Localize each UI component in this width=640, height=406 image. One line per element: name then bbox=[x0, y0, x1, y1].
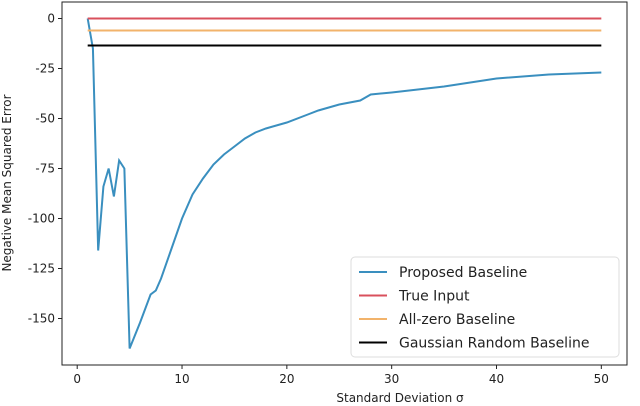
legend-label: True Input bbox=[398, 289, 470, 305]
y-tick-label: -25 bbox=[35, 62, 55, 76]
legend-label: Proposed Baseline bbox=[399, 265, 527, 281]
x-tick-label: 40 bbox=[489, 372, 504, 386]
x-tick-label: 10 bbox=[174, 372, 189, 386]
y-tick-label: -75 bbox=[35, 162, 55, 176]
x-axis-label: Standard Deviation σ bbox=[336, 391, 464, 405]
legend-box bbox=[350, 256, 620, 358]
y-tick-label: 0 bbox=[47, 12, 55, 26]
y-axis-label: Negative Mean Squared Error bbox=[0, 94, 14, 271]
legend-label: Gaussian Random Baseline bbox=[399, 336, 589, 352]
y-tick-label: -100 bbox=[28, 212, 55, 226]
x-tick-label: 0 bbox=[73, 372, 81, 386]
y-tick-label: -50 bbox=[35, 112, 55, 126]
y-tick-label: -125 bbox=[28, 262, 55, 276]
series-line bbox=[86, 18, 602, 349]
x-tick-label: 30 bbox=[384, 372, 399, 386]
legend-label: All-zero Baseline bbox=[399, 312, 515, 328]
x-tick-label: 50 bbox=[594, 372, 609, 386]
y-tick-label: -150 bbox=[28, 312, 55, 326]
x-tick-label: 20 bbox=[279, 372, 294, 386]
plot-frame bbox=[61, 1, 628, 366]
